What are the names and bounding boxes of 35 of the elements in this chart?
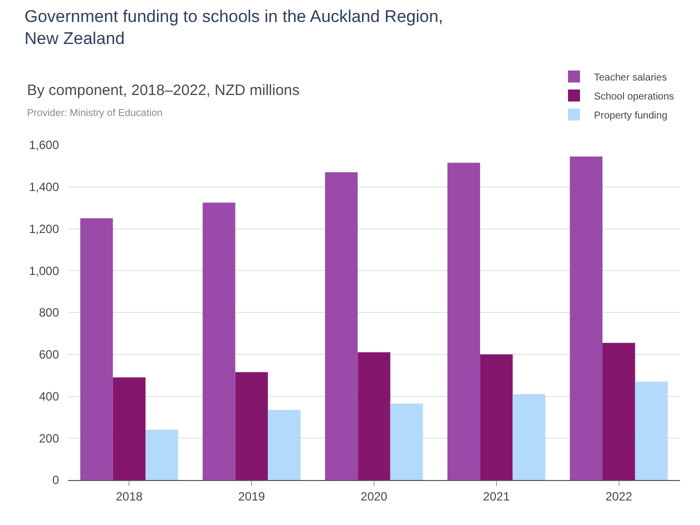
- y-tick-label: 1,600: [28, 138, 60, 152]
- x-tick-label: 2018: [116, 489, 143, 504]
- y-tick-label: 1,400: [28, 180, 60, 194]
- bar: [512, 394, 546, 480]
- y-tick-label: 200: [38, 431, 60, 446]
- bar: [112, 377, 146, 480]
- legend-label: School operations: [594, 91, 674, 102]
- y-tick-label: 400: [38, 389, 60, 404]
- bar: [268, 410, 301, 480]
- x-tick-label: 2019: [238, 489, 266, 504]
- x-tick-label: 2022: [605, 489, 632, 504]
- x-tick-label: 2021: [483, 489, 510, 504]
- y-tick-label: 800: [38, 306, 60, 320]
- legend-label: Teacher salaries: [594, 72, 667, 84]
- bar: [390, 404, 423, 480]
- bar: [635, 382, 668, 480]
- bar: [202, 202, 236, 480]
- bar: [235, 372, 268, 480]
- chart-subtitle: By component, 2018–2022, NZD millions: [27, 82, 300, 99]
- y-tick-label: 1,000: [28, 264, 60, 278]
- bar: [325, 172, 358, 480]
- bar: [570, 156, 602, 480]
- bar: [80, 218, 113, 480]
- legend-label: Property funding: [594, 110, 668, 122]
- y-tick-label: 600: [38, 348, 60, 362]
- bar: [602, 342, 636, 480]
- bar: [447, 162, 480, 480]
- bar: [358, 352, 390, 480]
- y-tick-label: 0: [52, 473, 60, 488]
- x-tick-label: 2020: [360, 489, 388, 504]
- y-tick-label: 1,200: [28, 222, 60, 236]
- text: Provider: Ministry of Education: [27, 108, 163, 119]
- bar: [146, 430, 178, 480]
- bar: [480, 354, 513, 480]
- chart-title: Government funding to schools in the Auckland Region, New Zealand: [24, 7, 444, 48]
